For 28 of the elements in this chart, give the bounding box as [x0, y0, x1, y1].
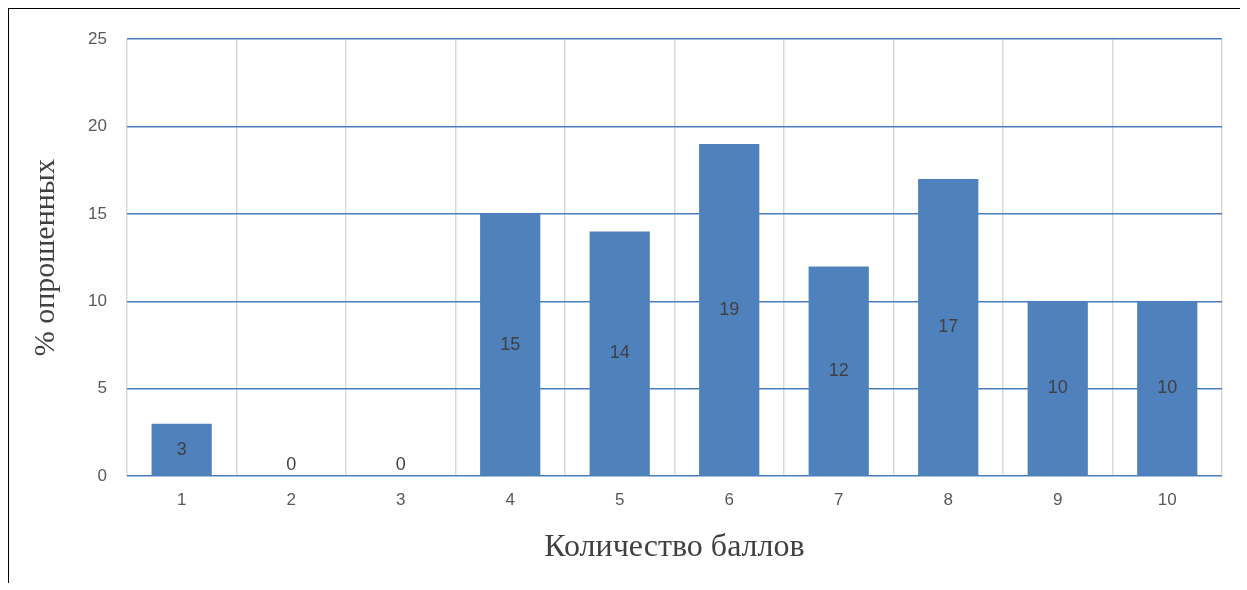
x-tick-label: 8 [943, 490, 953, 510]
x-tick-label: 6 [724, 490, 734, 510]
y-tick-label: 25 [87, 28, 107, 48]
x-tick-label: 3 [395, 490, 406, 510]
data-label: 3 [176, 438, 187, 459]
y-tick-label: 20 [87, 116, 107, 136]
data-label: 19 [719, 298, 740, 319]
x-tick-label: 4 [505, 490, 515, 510]
x-tick-label: 1 [176, 490, 187, 510]
y-tick-label: 0 [97, 465, 107, 485]
y-tick-label: 10 [87, 291, 107, 311]
data-label: 10 [1047, 377, 1068, 398]
data-label: 17 [938, 316, 959, 337]
x-tick-label: 2 [286, 490, 296, 510]
data-label: 15 [500, 333, 521, 354]
x-axis-title: Количество баллов [544, 527, 805, 564]
data-label: 12 [828, 359, 849, 380]
x-tick-label: 9 [1053, 490, 1063, 510]
x-tick-label: 7 [833, 490, 844, 510]
data-label: 10 [1157, 377, 1178, 398]
data-label: 14 [609, 342, 630, 363]
y-tick-label: 5 [97, 378, 107, 398]
data-label: 0 [286, 454, 297, 475]
y-tick-label: 15 [87, 203, 107, 223]
x-tick-label: 5 [614, 490, 625, 510]
data-label: 0 [395, 454, 406, 475]
x-tick-label: 10 [1157, 490, 1177, 510]
y-axis-title: % опрошенных [26, 159, 60, 357]
